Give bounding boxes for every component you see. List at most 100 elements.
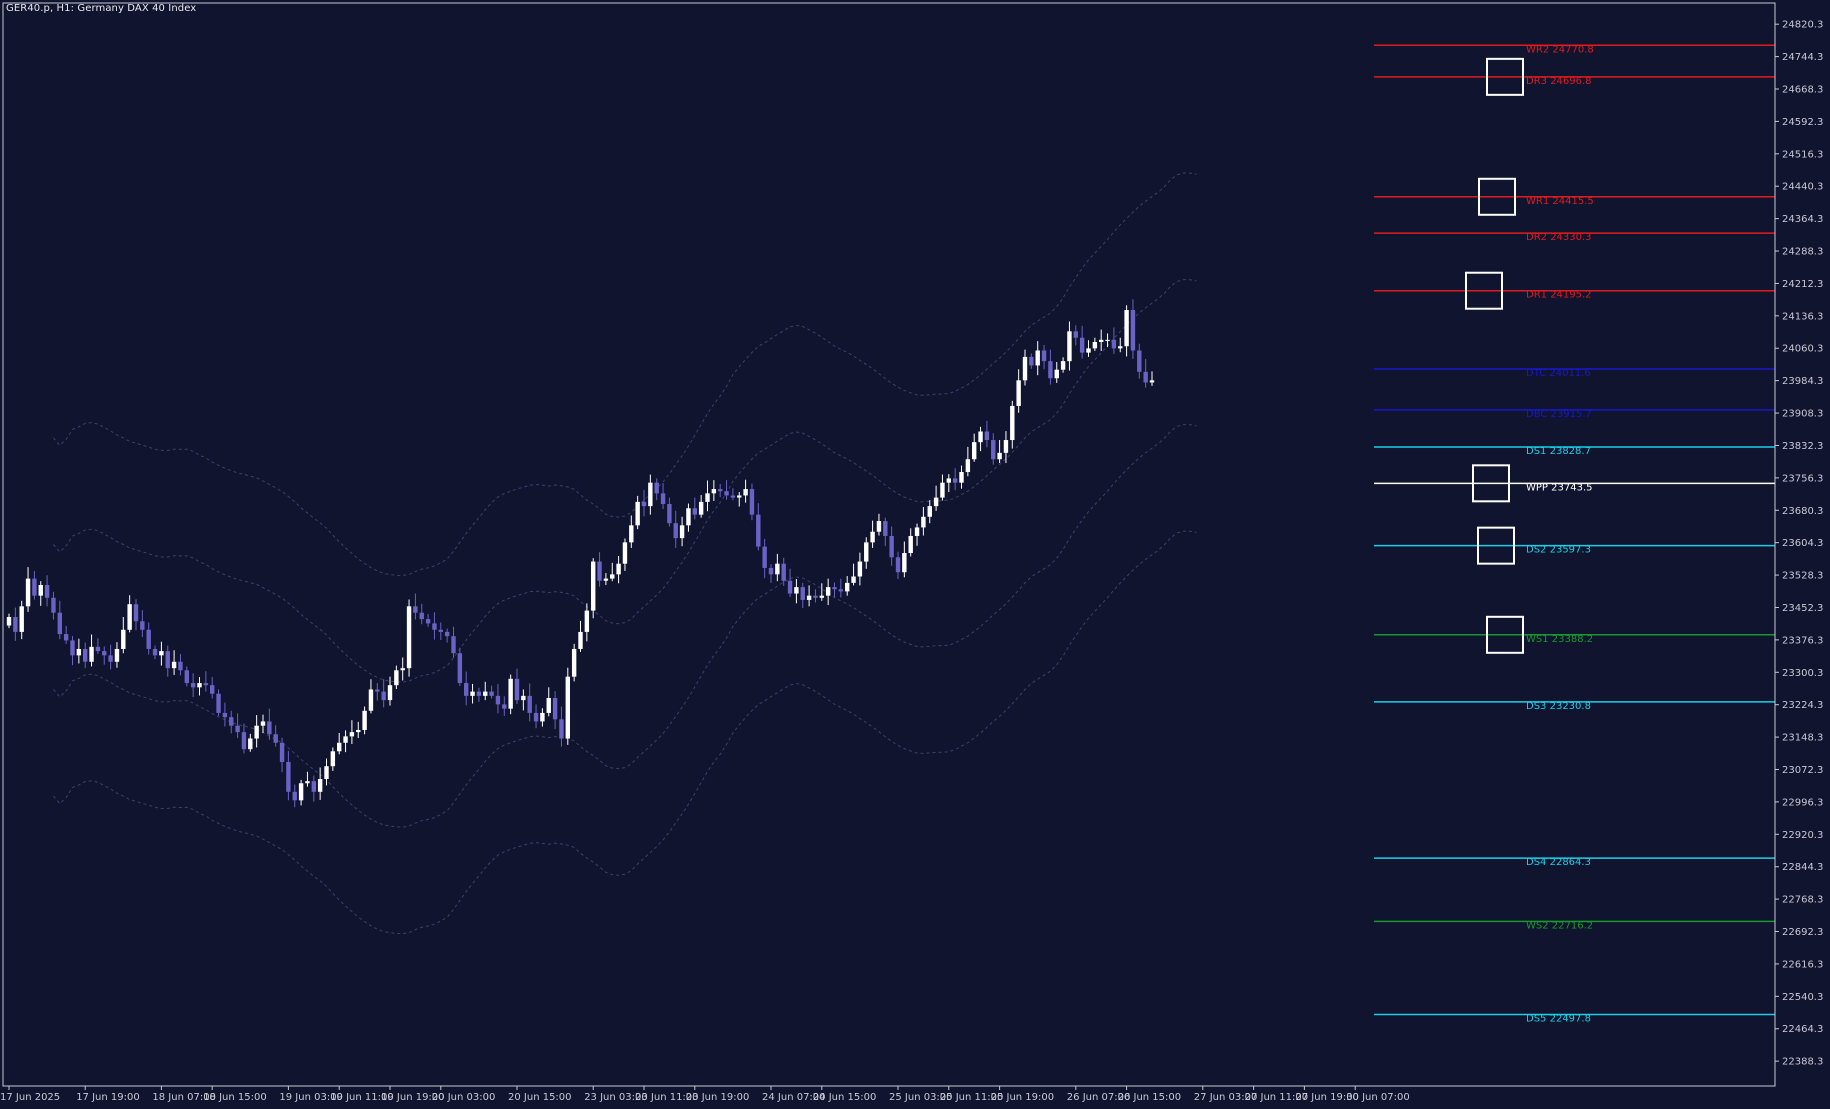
pivot-level-label: DS5 22497.8: [1526, 1013, 1591, 1024]
candle-body: [502, 704, 507, 709]
candle-body: [438, 629, 443, 632]
pivot-level-label: WPP 23743.5: [1526, 482, 1592, 493]
candle-body: [51, 597, 56, 613]
pivot-level-label: WR1 24415.5: [1526, 196, 1594, 207]
price-tick-label: 22464.3: [1782, 1024, 1823, 1035]
candle-body: [711, 489, 717, 494]
candle: [273, 725, 278, 747]
candle-body: [648, 482, 653, 507]
candle-body: [654, 482, 659, 494]
candle-body: [730, 495, 736, 498]
candle: [298, 779, 304, 806]
candle: [413, 593, 418, 620]
candle-body: [584, 610, 590, 632]
candle-body: [1086, 348, 1091, 353]
candle-body: [95, 646, 101, 652]
time-tick-label: 26 Jun 15:00: [1118, 1092, 1182, 1103]
price-tick-label: 24744.3: [1782, 52, 1823, 63]
candle-body: [83, 648, 88, 662]
candle-body: [381, 691, 386, 701]
candle-body: [787, 580, 793, 594]
time-tick-label: 25 Jun 03:00: [889, 1092, 953, 1103]
candle: [679, 516, 685, 547]
price-tick-label: 22996.3: [1782, 797, 1823, 808]
candle: [698, 495, 704, 518]
pivot-level: DR2 24330.3: [1374, 232, 1775, 243]
candle: [946, 474, 951, 493]
candle-body: [641, 501, 647, 507]
candle-body: [13, 616, 18, 632]
candle: [1118, 337, 1123, 353]
candle: [991, 433, 996, 465]
candle-body: [292, 791, 297, 801]
candle: [660, 483, 666, 510]
candle: [533, 704, 539, 729]
candle-body: [965, 459, 971, 473]
candle-body: [851, 576, 856, 583]
candle-body: [470, 691, 475, 696]
candle: [495, 683, 501, 714]
candle-body: [908, 535, 913, 554]
candle: [1079, 325, 1085, 359]
candle: [648, 474, 653, 515]
candle: [330, 747, 336, 771]
candle-body: [203, 683, 209, 686]
pivot-level-label: DR3 24696.8: [1526, 76, 1592, 87]
candle-body: [540, 712, 545, 722]
candle: [210, 677, 215, 699]
time-tick-label: 26 Jun 07:00: [1067, 1092, 1131, 1103]
marker-box: [1478, 177, 1516, 216]
candle-body: [991, 440, 996, 460]
candle-body: [559, 719, 564, 739]
candle: [724, 480, 729, 500]
candle-body: [356, 729, 361, 733]
candle: [1124, 305, 1129, 357]
price-tick-label: 24516.3: [1782, 149, 1823, 160]
candle: [921, 506, 926, 536]
candle-body: [1060, 361, 1066, 370]
candle: [171, 650, 177, 675]
candle-body: [444, 631, 450, 637]
envelope-band-line: [53, 424, 1197, 828]
candle-body: [70, 640, 75, 656]
candle: [889, 526, 894, 566]
candle-body: [749, 489, 755, 515]
candle: [1073, 325, 1078, 346]
pivot-level-label: DS3 23230.8: [1526, 701, 1591, 712]
candle: [775, 553, 780, 582]
candle: [711, 480, 717, 502]
candle: [984, 420, 990, 448]
candle-body: [1105, 339, 1110, 342]
candle-body: [883, 521, 888, 536]
time-tick-label: 17 Jun 2025: [0, 1092, 60, 1103]
candle-body: [686, 508, 691, 526]
candle-body: [489, 691, 494, 696]
candle-body: [1016, 380, 1021, 406]
candle-body: [921, 516, 926, 528]
candle-body: [425, 619, 431, 624]
candle: [254, 715, 259, 748]
pivot-level: WS1 23388.2: [1374, 634, 1775, 645]
candle: [108, 644, 113, 670]
candle-body: [762, 546, 767, 568]
candle: [591, 558, 596, 619]
candle: [6, 613, 12, 629]
candle: [800, 582, 805, 609]
time-tick-label: 17 Jun 19:00: [76, 1092, 140, 1103]
pivot-level: DR3 24696.8: [1374, 76, 1775, 87]
candle: [1067, 321, 1072, 371]
time-tick-label: 20 Jun 03:00: [432, 1092, 496, 1103]
price-tick-label: 22540.3: [1782, 992, 1823, 1003]
candle-body: [457, 653, 463, 684]
candle-body: [495, 695, 501, 705]
candle: [1010, 400, 1015, 449]
candle-body: [870, 531, 875, 543]
candle: [1035, 341, 1040, 376]
candle: [184, 666, 189, 687]
candle: [375, 683, 380, 701]
candle-body: [298, 783, 304, 801]
candle: [343, 730, 348, 753]
